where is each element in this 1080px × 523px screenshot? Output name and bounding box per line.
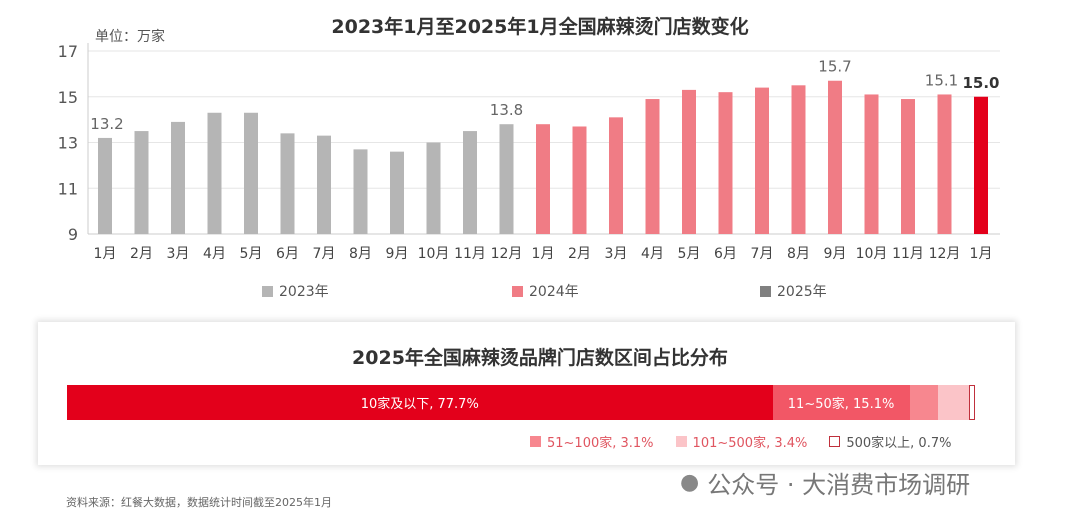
x-tick-label: 9月 [824,246,847,262]
y-tick-label: 15 [58,88,78,107]
x-tick-label: 12月 [491,246,523,262]
bar [171,121,185,234]
x-tick-label: 1月 [94,246,117,262]
x-tick-label: 4月 [641,246,664,262]
bar [609,117,623,234]
x-tick-label: 11月 [892,246,924,262]
stacked-bar: 10家及以下, 77.7% 11~50家, 15.1% [67,385,975,420]
bar [426,142,441,234]
distribution-legend: 51~100家, 3.1% 101~500家, 3.4% 500家以上, 0.7… [530,432,951,451]
bar [280,133,295,234]
x-tick-label: 10月 [856,246,888,262]
distribution-title: 2025年全国麻辣烫品牌门店数区间占比分布 [352,347,728,369]
segment-11-50: 11~50家, 15.1% [772,385,910,420]
brand-watermark: ● 公众号 · 大消费市场调研 [680,470,971,499]
x-tick-label: 10月 [418,246,450,262]
bar [207,112,222,234]
data-label: 15.7 [818,58,851,76]
y-tick-label: 17 [58,42,78,61]
x-tick-label: 7月 [751,246,774,262]
x-tick-label: 5月 [240,246,263,262]
x-tick-label: 2月 [568,246,591,262]
bar [499,124,514,234]
bar [937,94,952,235]
wechat-icon: ● [680,470,700,495]
bar [718,92,733,234]
segment-0-10: 10家及以下, 77.7% [67,385,773,420]
x-tick-label: 7月 [313,246,336,262]
x-tick-label: 5月 [678,246,701,262]
bar [536,124,550,234]
unit-label: 单位：万家 [95,29,165,45]
bar [244,112,258,234]
x-tick-label: 11月 [454,246,486,262]
x-tick-label: 6月 [714,246,737,262]
data-label: 13.2 [90,115,123,133]
segment-500-plus [968,385,975,420]
bar [974,96,988,234]
bar [755,87,769,234]
bar [463,131,477,234]
legend-2024: 2024年 [512,281,579,301]
bar [828,80,842,234]
bar [645,99,660,234]
data-label: 15.1 [925,71,958,89]
y-tick-label: 13 [58,134,78,153]
bar [572,126,587,234]
bar [353,149,368,234]
data-label: 13.8 [490,101,523,119]
source-note: 资料来源：红餐大数据，数据统计时间截至2025年1月 [66,496,332,509]
y-tick-label: 9 [68,225,78,244]
x-tick-label: 1月 [970,246,993,262]
x-tick-label: 8月 [349,246,372,262]
bar [791,85,806,234]
segment-101-500 [937,385,969,420]
data-label: 15.0 [962,74,999,92]
x-tick-label: 8月 [787,246,810,262]
y-tick-label: 11 [58,179,78,198]
x-tick-label: 2月 [130,246,153,262]
legend-2023: 2023年 [262,281,329,301]
bar [134,131,149,234]
bar [901,99,915,234]
bar [682,89,696,234]
bar [98,137,112,234]
x-tick-label: 9月 [386,246,409,262]
x-tick-label: 3月 [605,246,628,262]
segment-51-100 [909,385,938,420]
x-tick-label: 4月 [203,246,226,262]
x-tick-label: 1月 [532,246,555,262]
x-tick-label: 6月 [276,246,299,262]
bar [390,151,404,234]
x-tick-label: 3月 [167,246,190,262]
legend-2025: 2025年 [760,281,827,301]
chart-title: 2023年1月至2025年1月全国麻辣烫门店数变化 [331,16,749,38]
x-tick-label: 12月 [929,246,961,262]
bar [317,135,331,234]
bar [864,94,879,235]
